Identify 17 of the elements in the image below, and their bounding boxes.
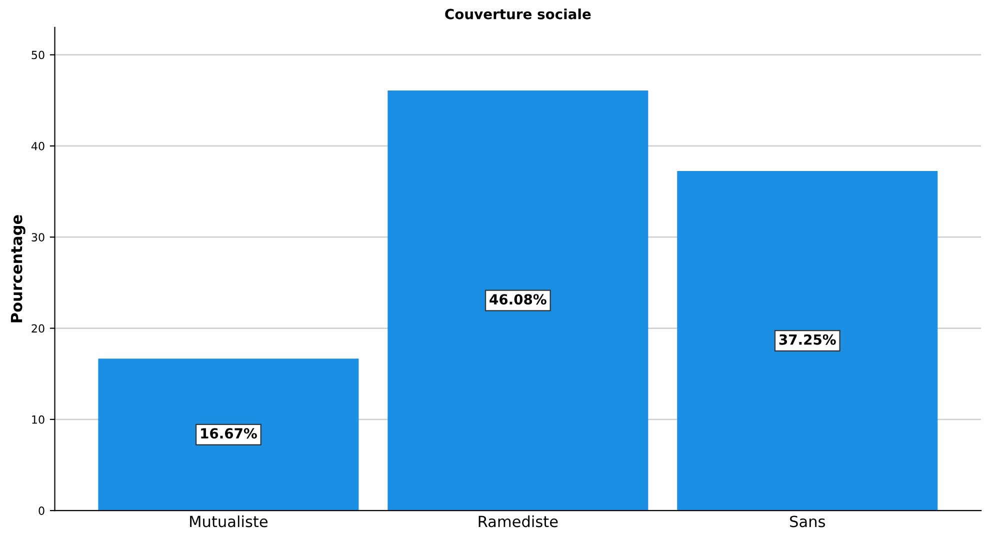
y-tick-label: 0	[38, 506, 44, 515]
bar	[98, 358, 359, 511]
y-tick-label: 30	[32, 233, 44, 242]
y-axis-title: Pourcentage	[10, 215, 26, 322]
y-tick-label: 40	[31, 142, 44, 150]
data-label: 16.67%	[201, 428, 257, 439]
x-tick-label: Mutualiste	[190, 515, 268, 528]
y-tick-label: 20	[32, 324, 44, 333]
bar	[388, 90, 648, 511]
bar	[677, 171, 938, 511]
data-label: 37.25%	[779, 334, 836, 345]
x-tick-label: Ramediste	[478, 515, 558, 528]
chart-title: Couverture sociale	[445, 8, 591, 20]
y-tick-label: 50	[32, 50, 44, 60]
x-tick-label: Sans	[790, 516, 825, 528]
y-tick-label: 10	[32, 415, 44, 424]
data-label: 46.08%	[490, 294, 546, 305]
